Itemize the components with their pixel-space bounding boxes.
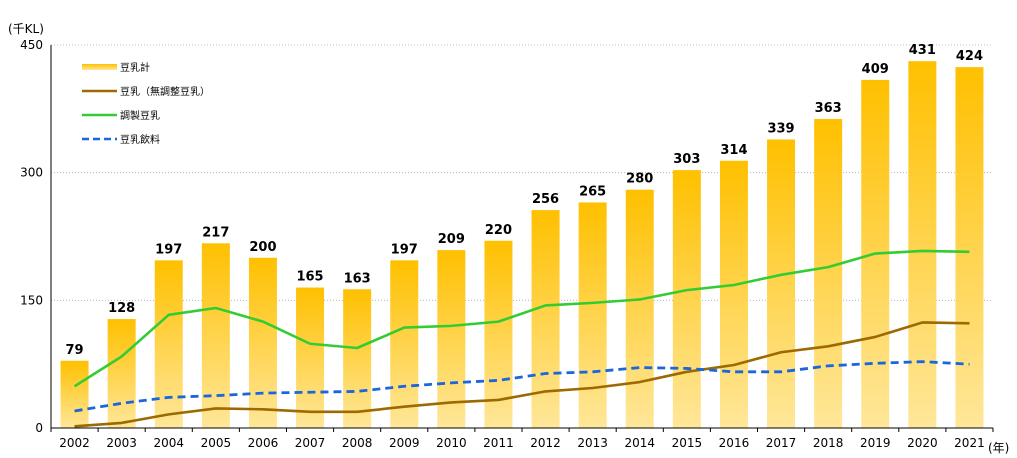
bar-2007 (296, 287, 325, 428)
x-tick-label: 2010 (436, 436, 467, 450)
bar-2006 (248, 257, 277, 428)
data-label: 424 (956, 49, 983, 64)
x-tick-label: 2013 (577, 436, 608, 450)
bar-2011 (484, 240, 513, 428)
x-tick-label: 2009 (389, 436, 420, 450)
data-label: 197 (155, 242, 182, 257)
legend-label: 豆乳（無調整豆乳） (120, 85, 210, 98)
bar-2021 (955, 67, 984, 428)
bar-2010 (437, 250, 466, 428)
bar-2013 (578, 202, 607, 428)
x-tick-label: 2018 (813, 436, 844, 450)
y-tick-label: 300 (20, 166, 43, 180)
bar-2020 (908, 61, 937, 428)
bars (60, 61, 984, 429)
legend-swatch-bar (82, 64, 117, 70)
bar-2004 (154, 260, 183, 428)
lines (73, 249, 970, 428)
data-labels: 79 128 197 217 200 165 163 197 209 220 256 265 280 30… (66, 43, 984, 358)
bar-2002 (60, 360, 89, 428)
data-label: 163 (344, 271, 371, 286)
x-tick-label: 2006 (248, 436, 279, 450)
bar-2009 (390, 260, 419, 428)
x-tick-label: 2003 (106, 436, 137, 450)
data-label: 165 (296, 270, 323, 285)
data-label: 217 (202, 225, 229, 240)
bar-2015 (672, 170, 701, 428)
legend-label: 豆乳飲料 (120, 133, 160, 146)
data-label: 79 (66, 343, 84, 358)
bar-2014 (625, 189, 654, 428)
x-tick-label: 2015 (672, 436, 703, 450)
y-tick-label: 150 (20, 293, 43, 307)
bar-2012 (531, 210, 560, 428)
legend-label: 豆乳計 (120, 61, 150, 74)
bar-2003 (107, 319, 136, 428)
x-axis-unit: (年) (988, 441, 1009, 455)
bar-2017 (767, 139, 796, 428)
x-tick-label: 2017 (766, 436, 797, 450)
data-label: 303 (673, 152, 700, 167)
gridlines (51, 44, 993, 301)
x-tick-label: 2011 (483, 436, 514, 450)
x-tick-label: 2020 (907, 436, 938, 450)
x-tick-label: 2002 (59, 436, 90, 450)
data-label: 265 (579, 184, 606, 199)
x-tick-label: 2004 (153, 436, 184, 450)
data-label: 200 (249, 240, 276, 255)
data-label: 431 (909, 43, 936, 58)
data-label: 256 (532, 192, 559, 207)
data-label: 339 (767, 121, 794, 136)
x-tick-label: 2012 (530, 436, 561, 450)
data-label: 197 (391, 242, 418, 257)
y-axis-unit: (千KL) (8, 22, 44, 36)
series-line-2 (73, 249, 970, 388)
data-label: 280 (626, 172, 653, 187)
y-tick-label: 0 (35, 421, 43, 435)
axes: 0 150 300 450 2002 2003 2004 2005 2006 2007 2008 20… (20, 38, 994, 450)
x-tick-label: 2005 (201, 436, 232, 450)
series-line-1 (74, 321, 970, 428)
x-tick-label: 2007 (295, 436, 326, 450)
x-tick-label: 2016 (719, 436, 750, 450)
bar-2016 (719, 160, 748, 429)
series-line-3 (74, 360, 970, 413)
x-tick-label: 2019 (860, 436, 891, 450)
x-tick-label: 2008 (342, 436, 373, 450)
data-label: 209 (438, 232, 465, 247)
x-tick-label: 2021 (954, 436, 985, 450)
bar-2018 (814, 119, 843, 429)
bar-2008 (343, 289, 372, 428)
bar-2005 (201, 243, 230, 428)
legend-label: 調製豆乳 (120, 109, 160, 122)
data-label: 128 (108, 301, 135, 316)
data-label: 314 (720, 143, 747, 158)
data-label: 409 (862, 62, 889, 77)
data-label: 363 (815, 101, 842, 116)
data-label: 220 (485, 223, 512, 238)
x-tick-label: 2014 (624, 436, 655, 450)
y-tick-label: 450 (20, 38, 43, 52)
